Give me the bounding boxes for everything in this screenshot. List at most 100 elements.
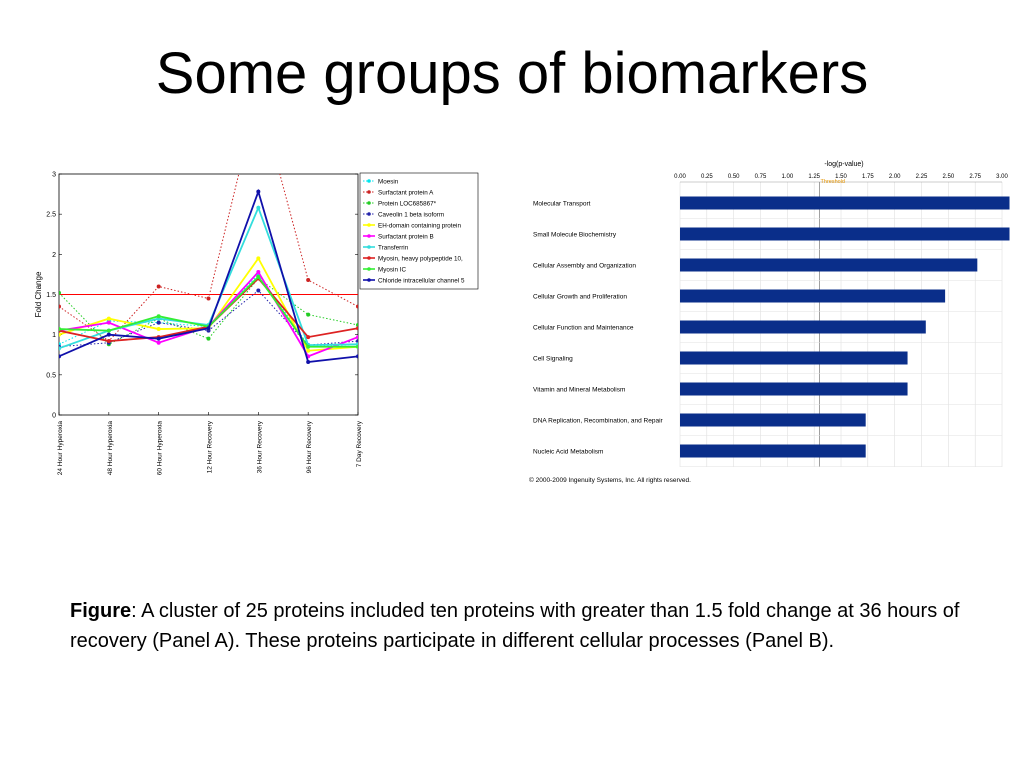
data-point — [256, 256, 261, 261]
legend-label: Protein LOC685867* — [378, 200, 437, 207]
category-label: Small Molecule Biochemistry — [533, 232, 617, 239]
legend-label: Transferrin — [378, 244, 409, 251]
legend-label: Moesin — [378, 178, 399, 185]
legend-box — [359, 172, 479, 290]
bar — [680, 413, 866, 427]
data-point — [306, 335, 311, 340]
bar — [680, 196, 1010, 210]
legend-label: Surfactant protein A — [378, 189, 434, 196]
legend-marker — [367, 256, 371, 260]
data-point — [256, 274, 261, 279]
data-point — [256, 288, 261, 293]
bar — [680, 320, 926, 334]
data-point — [306, 344, 311, 349]
data-point — [106, 332, 111, 337]
data-point — [156, 327, 161, 332]
bar — [680, 258, 978, 272]
y-tick-label: 1 — [52, 332, 56, 339]
data-point — [156, 340, 161, 345]
x-tick-label: 7 Day Recovery — [356, 420, 363, 467]
data-point — [106, 316, 111, 321]
x-tick-label: 1.75 — [862, 174, 874, 180]
x-tick-label: 2.25 — [916, 174, 928, 180]
data-point — [106, 328, 111, 333]
pathway-bar-chart: -log(p-value) 0.00 0.25 0.50 0.75 1.00 1.25 1.5… — [529, 161, 1010, 484]
data-point — [356, 335, 358, 340]
data-point — [206, 336, 211, 341]
data-point — [356, 326, 358, 331]
data-point — [256, 189, 261, 194]
data-point — [206, 326, 211, 331]
x-tick-label: 0.50 — [728, 174, 740, 180]
data-point — [356, 323, 358, 328]
category-label: Molecular Transport — [533, 201, 591, 208]
data-point — [356, 344, 358, 349]
legend-marker — [367, 179, 371, 183]
data-point — [356, 354, 358, 359]
category-label: Nucleic Acid Metabolism — [533, 449, 603, 456]
x-tick-label: 24 Hour Hyperoxia — [57, 421, 64, 476]
legend-marker — [367, 212, 371, 216]
x-tick-label: 0.00 — [674, 174, 686, 180]
legend-marker — [367, 245, 371, 249]
x-tick-label: 96 Hour Recovery — [306, 420, 313, 473]
x-tick-label: 48 Hour Hyperoxia — [107, 421, 114, 476]
data-point — [306, 359, 311, 364]
data-point — [59, 304, 61, 309]
x-tick-label: 0.25 — [701, 174, 713, 180]
bar — [680, 444, 866, 458]
bar — [680, 351, 908, 365]
legend-marker — [367, 223, 371, 227]
bar — [680, 289, 946, 303]
x-tick-label: 12 Hour Recovery — [207, 420, 214, 473]
legend-label: Caveolin 1 beta isoform — [378, 211, 444, 218]
data-point — [59, 346, 61, 351]
data-point — [106, 320, 111, 325]
fold-change-line-chart: 0 0.5 1 1.5 2 2.5 3 Fold Change 24 Hour Hyperoxi… — [34, 172, 479, 476]
category-label: DNA Replication, Recombination, and Repa… — [533, 418, 664, 425]
data-point — [306, 278, 311, 283]
x-axis-label: -log(p-value) — [824, 161, 863, 168]
x-tick-label: 3.00 — [996, 174, 1008, 180]
legend-marker — [367, 234, 371, 238]
data-point — [59, 327, 61, 332]
x-tick-label: 1.00 — [781, 174, 793, 180]
category-label: Cellular Assembly and Organization — [533, 263, 636, 270]
x-tick-label: 2.50 — [942, 174, 954, 180]
x-tick-label: 1.25 — [808, 174, 820, 180]
category-label: Vitamin and Mineral Metabolism — [533, 387, 625, 394]
bar — [680, 382, 908, 396]
legend-marker — [367, 267, 371, 271]
x-tick-label: 2.75 — [969, 174, 981, 180]
data-point — [59, 354, 61, 359]
category-label: Cell Signaling — [533, 356, 573, 363]
legend-label: Chloride intracellular channel 5 — [378, 277, 465, 284]
y-axis-label: Fold Change — [34, 271, 43, 317]
y-tick-label: 0 — [52, 413, 56, 420]
legend-marker — [367, 190, 371, 194]
legend-label: Myosin IC — [378, 266, 406, 273]
legend-marker — [367, 201, 371, 205]
legend-label: Myosin, heavy polypeptide 10, — [378, 255, 463, 262]
legend-label: EH-domain containing protein — [378, 222, 461, 229]
data-point — [356, 339, 358, 344]
y-tick-label: 2 — [52, 252, 56, 259]
figure-caption: Figure: A cluster of 25 proteins include… — [70, 596, 1010, 656]
data-point — [59, 332, 61, 337]
y-tick-label: 1.5 — [46, 292, 56, 299]
data-point — [306, 348, 311, 353]
data-point — [356, 304, 358, 309]
bar — [680, 227, 1010, 241]
y-tick-label: 3 — [52, 172, 56, 179]
data-point — [156, 314, 161, 319]
data-point — [156, 336, 161, 341]
data-point — [156, 320, 161, 325]
data-point — [206, 296, 211, 301]
legend-marker — [367, 278, 371, 282]
data-point — [256, 205, 261, 210]
data-point — [256, 270, 261, 275]
data-point — [156, 284, 161, 289]
data-point — [106, 339, 111, 344]
data-point — [306, 312, 311, 317]
x-tick-label: 2.00 — [889, 174, 901, 180]
